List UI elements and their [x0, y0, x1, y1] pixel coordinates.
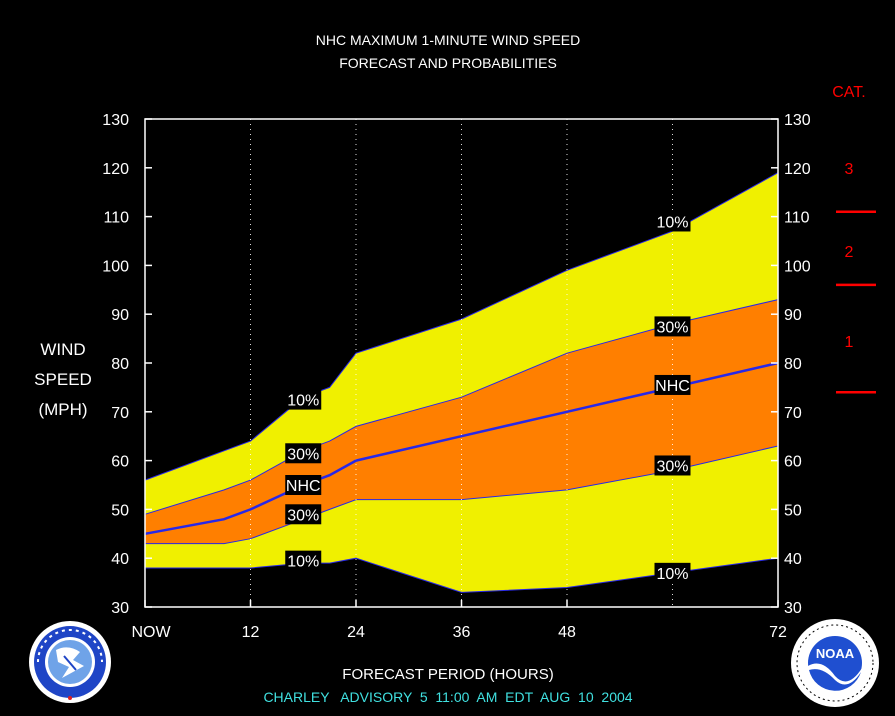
x-tick-label-12: 12 [242, 624, 260, 641]
point-label-bg-4 [285, 550, 322, 571]
point-label-bg-2 [285, 475, 322, 495]
y-tick-label-left-80: 80 [111, 356, 129, 373]
point-label-bg-3 [285, 504, 322, 525]
y-tick-label-left-70: 70 [111, 405, 129, 422]
x-tick-label-24: 24 [347, 624, 365, 641]
x-tick-label-36: 36 [453, 624, 471, 641]
y-axis-label-line3: (MPH) [38, 400, 87, 419]
category-label-3: 3 [845, 161, 854, 178]
advisory-line: CHARLEY ADVISORY 5 11:00 AM EDT AUG 10 2… [263, 689, 632, 705]
y-tick-label-left-30: 30 [111, 600, 129, 617]
y-tick-label-right-100: 100 [784, 258, 811, 275]
point-label-10pct: 10% [287, 554, 319, 571]
series-line-10-upper [144, 172, 779, 481]
y-tick-label-right-30: 30 [784, 600, 802, 617]
y-tick-label-right-130: 130 [784, 112, 811, 129]
x-axis-label: FORECAST PERIOD (HOURS) [342, 666, 553, 683]
noaa-logo: NOAA [791, 619, 879, 707]
series-line-30-lower [145, 445, 779, 545]
point-label-bg-6 [654, 316, 691, 337]
point-label-10pct: 10% [656, 214, 688, 231]
point-label-bg-0 [285, 389, 322, 410]
series-line-10-lower [145, 557, 779, 593]
y-tick-label-right-50: 50 [784, 502, 802, 519]
point-label-bg-8 [654, 455, 691, 476]
category-header: CAT. [832, 84, 865, 101]
y-tick-label-left-40: 40 [111, 551, 129, 568]
point-label-30pct: 30% [287, 507, 319, 524]
chart-subtitle: FORECAST AND PROBABILITIES [339, 55, 557, 71]
series-line-nhc [144, 361, 779, 536]
y-tick-label-left-90: 90 [111, 307, 129, 324]
point-label-30pct: 30% [656, 458, 688, 475]
y-tick-label-left-60: 60 [111, 454, 129, 471]
x-tick-label-NOW: NOW [131, 624, 171, 641]
point-label-10pct: 10% [287, 393, 319, 410]
y-axis-label-line2: SPEED [34, 370, 92, 389]
y-tick-label-left-100: 100 [102, 258, 129, 275]
x-tick-label-48: 48 [558, 624, 576, 641]
y-tick-label-right-60: 60 [784, 454, 802, 471]
point-label-bg-5 [654, 211, 691, 232]
y-tick-label-left-130: 130 [102, 112, 129, 129]
y-tick-label-right-80: 80 [784, 356, 802, 373]
category-label-1: 1 [845, 334, 854, 351]
category-label-2: 2 [845, 244, 854, 261]
y-tick-label-right-90: 90 [784, 307, 802, 324]
series-line-30-upper [144, 299, 779, 515]
y-tick-label-left-110: 110 [103, 210, 129, 227]
y-tick-label-left-50: 50 [111, 502, 129, 519]
point-label-bg-7 [654, 374, 691, 395]
x-tick-label-72: 72 [769, 624, 787, 641]
point-label-nhc: NHC [655, 378, 690, 395]
point-label-30pct: 30% [287, 446, 319, 463]
y-tick-label-left-120: 120 [102, 161, 129, 178]
point-label-10pct: 10% [656, 566, 688, 583]
y-tick-label-right-120: 120 [784, 161, 811, 178]
y-tick-label-right-70: 70 [784, 405, 802, 422]
noaa-logo-text: NOAA [816, 646, 855, 661]
y-tick-label-right-40: 40 [784, 551, 802, 568]
y-tick-label-right-110: 110 [784, 210, 810, 227]
nws-logo [29, 621, 111, 703]
point-label-bg-1 [285, 443, 322, 464]
point-label-30pct: 30% [656, 319, 688, 336]
y-axis-label-line1: WIND [40, 340, 85, 359]
point-label-bg-9 [654, 562, 691, 583]
point-label-nhc: NHC [286, 478, 321, 495]
chart-title: NHC MAXIMUM 1-MINUTE WIND SPEED [316, 32, 580, 48]
